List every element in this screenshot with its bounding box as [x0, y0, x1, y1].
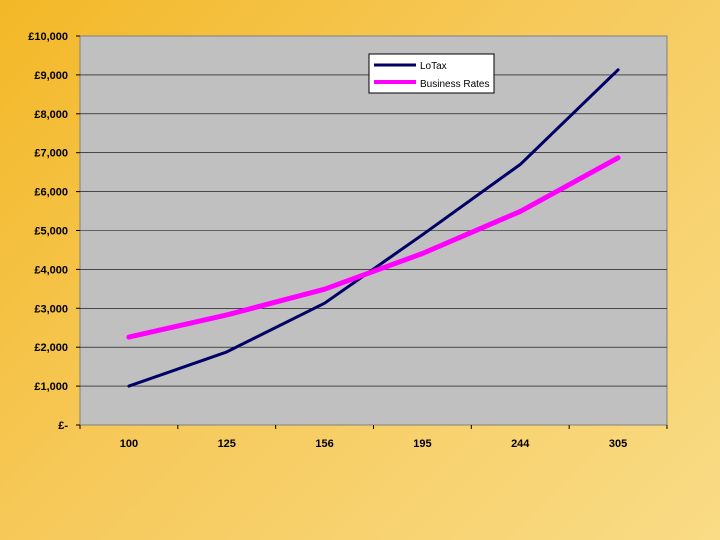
x-tick-label: 305 — [609, 438, 627, 450]
series-line-business-rates — [126, 155, 621, 340]
y-axis-tick-labels: £- £1,000 £2,000 £3,000 £4,000 £5,000 £6,000 £7… — [28, 31, 68, 432]
y-tick-label: £2,000 — [34, 342, 68, 354]
y-tick-label: £- — [58, 420, 68, 432]
y-tick-label: £7,000 — [34, 148, 68, 160]
y-tick-label: £4,000 — [34, 264, 68, 276]
x-tick-label: 125 — [218, 438, 236, 450]
y-tick-label: £3,000 — [34, 303, 68, 315]
y-tick-label: £10,000 — [28, 31, 68, 43]
x-tick-label: 195 — [413, 438, 431, 450]
y-tick-label: £9,000 — [34, 70, 68, 82]
legend-label-lotax: LoTax — [420, 61, 447, 72]
x-axis-tick-labels: 100 125 156 195 244 305 — [120, 438, 628, 450]
x-tick-label: 244 — [511, 438, 530, 450]
y-tick-label: £1,000 — [34, 381, 68, 393]
legend-box — [368, 53, 495, 94]
x-tick-label: 156 — [315, 438, 333, 450]
y-tick-label: £6,000 — [34, 187, 68, 199]
y-tick-label: £5,000 — [34, 226, 68, 238]
series-lines — [126, 68, 621, 388]
legend-label-business-rates: Business Rates — [420, 79, 489, 90]
legend: LoTax Business Rates — [368, 53, 495, 94]
x-tick-label: 100 — [120, 438, 138, 450]
y-tick-label: £8,000 — [34, 109, 68, 121]
